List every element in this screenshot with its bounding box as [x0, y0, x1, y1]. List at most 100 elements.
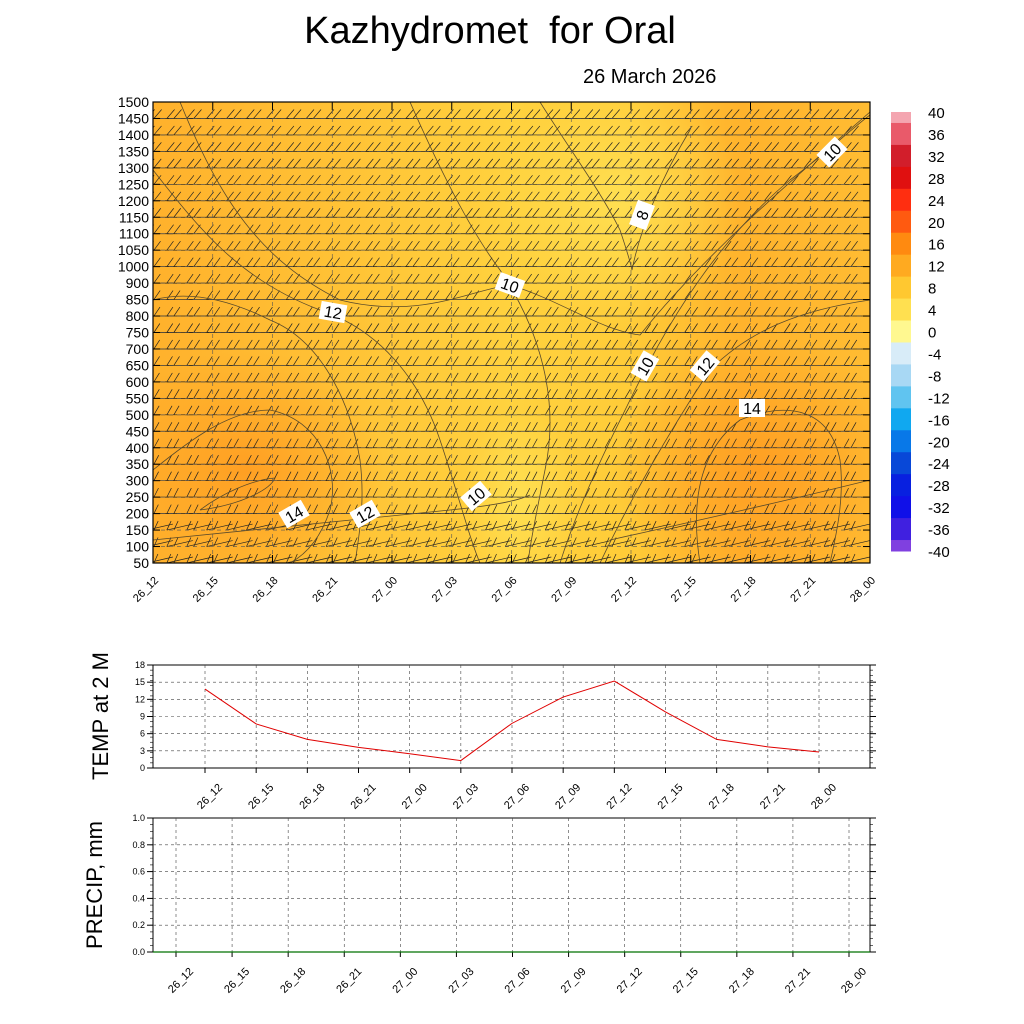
y-tick-label: 1400 — [118, 127, 149, 143]
x-tick-label: 27_21 — [788, 575, 818, 605]
wind-barb-flag — [532, 356, 539, 366]
wind-barb-flag — [571, 372, 578, 383]
wind-barb-flag — [803, 405, 810, 415]
wind-barb-flag — [505, 356, 512, 366]
wind-barb-flag — [445, 422, 452, 432]
wind-barb-flag — [226, 125, 235, 136]
wind-barb-flag — [771, 455, 777, 465]
wind-barb-flag — [492, 142, 501, 152]
wind-barb-flag — [365, 208, 374, 218]
wind-barb-flag — [193, 175, 202, 185]
colorbar-segment — [891, 364, 911, 376]
wind-barb-flag — [803, 273, 811, 284]
wind-barb-flag — [186, 102, 188, 103]
colorbar-segment — [891, 144, 911, 157]
wind-barb-flag — [664, 405, 671, 415]
wind-barb-flag — [253, 471, 259, 481]
wind-barb-flag — [783, 273, 791, 284]
wind-barb-flag — [465, 405, 472, 415]
wind-barb-flag — [671, 109, 680, 119]
wind-barb-flag — [365, 537, 371, 547]
wind-barb-flag — [591, 520, 597, 531]
wind-barb-flag — [425, 323, 432, 333]
wind-barb-flag — [273, 102, 274, 103]
wind-barb-flag — [352, 389, 359, 399]
wind-barb-flag — [564, 273, 572, 284]
wind-barb-flag — [233, 471, 239, 481]
wind-barb-flag — [266, 356, 273, 366]
wind-barb-flag — [551, 520, 557, 531]
wind-barb-flag — [764, 471, 770, 481]
wind-barb-flag — [445, 257, 453, 267]
wind-barb-flag — [751, 158, 759, 169]
wind-barb-flag — [783, 306, 791, 317]
wind-barb-flag — [233, 339, 240, 350]
wind-barb-shaft — [505, 523, 532, 531]
colorbar-label: -16 — [928, 412, 950, 429]
wind-barb-flag — [226, 471, 232, 481]
wind-barb-flag — [571, 109, 581, 119]
wind-barb-flag — [532, 339, 539, 350]
wind-barb-flag — [711, 339, 718, 350]
wind-barb-flag — [591, 438, 598, 448]
wind-barb-flag — [332, 224, 341, 234]
wind-barb-flag — [651, 520, 657, 531]
wind-barb-flag — [193, 142, 202, 152]
wind-barb-flag — [830, 175, 839, 185]
wind-barb-flag — [465, 208, 473, 218]
wind-barb-flag — [452, 339, 459, 350]
wind-barb-flag — [173, 389, 180, 399]
wind-barb-flag — [644, 257, 652, 267]
wind-barb-flag — [764, 520, 769, 531]
y-tick-label: 1250 — [118, 176, 149, 192]
wind-barb-flag — [644, 455, 650, 465]
wind-barb-flag — [273, 224, 281, 234]
wind-barb-flag — [153, 471, 159, 481]
wind-barb-flag — [166, 339, 173, 350]
wind-barb-flag — [525, 125, 534, 136]
wind-barb-flag — [166, 191, 175, 202]
wind-barb-flag — [604, 422, 611, 432]
wind-barb-flag — [744, 339, 751, 350]
wind-barb-flag — [651, 158, 660, 169]
wind-barb-flag — [771, 372, 778, 383]
wind-barb-flag — [405, 306, 413, 317]
wind-barb-flag — [186, 240, 194, 251]
wind-barb-flag — [286, 125, 295, 136]
wind-barb-flag — [684, 240, 692, 251]
wind-barb-flag — [286, 356, 293, 366]
wind-barb-flag — [584, 273, 592, 284]
wind-barb-flag — [591, 224, 600, 234]
wind-barb-flag — [850, 158, 859, 169]
wind-barb-flag — [293, 471, 299, 481]
wind-barb-flag — [372, 405, 379, 415]
wind-barb-shaft — [585, 540, 612, 547]
wind-barb-flag — [273, 109, 282, 119]
wind-barb-flag — [246, 191, 254, 202]
x-tick-label: 27_06 — [502, 782, 532, 812]
wind-barb-flag — [823, 273, 831, 284]
wind-barb-flag — [372, 208, 381, 218]
wind-barb-flag — [684, 356, 691, 366]
wind-barb-flag — [850, 306, 858, 317]
colorbar-label: -8 — [928, 368, 941, 385]
colorbar-label: -40 — [928, 544, 950, 561]
wind-barb-flag — [803, 438, 810, 448]
contour-label-box — [278, 499, 310, 529]
wind-barb-flag — [472, 175, 481, 185]
temp-2m-ylabel: TEMP at 2 M — [88, 652, 113, 780]
wind-barb-flag — [452, 125, 461, 136]
wind-barb-flag — [485, 125, 494, 136]
wind-barb-flag — [724, 389, 731, 399]
wind-barb-flag — [246, 339, 253, 350]
wind-barb-flag — [293, 487, 299, 498]
wind-barb-flag — [664, 125, 673, 136]
wind-barb-flag — [266, 553, 271, 563]
wind-barb-flag — [286, 158, 294, 169]
wind-barb-flag — [206, 273, 214, 284]
y-tick-label: 850 — [126, 292, 150, 308]
wind-barb-flag — [551, 208, 560, 218]
wind-barb-flag — [704, 487, 710, 498]
wind-barb-flag — [412, 102, 414, 103]
wind-barb-flag — [771, 257, 779, 267]
